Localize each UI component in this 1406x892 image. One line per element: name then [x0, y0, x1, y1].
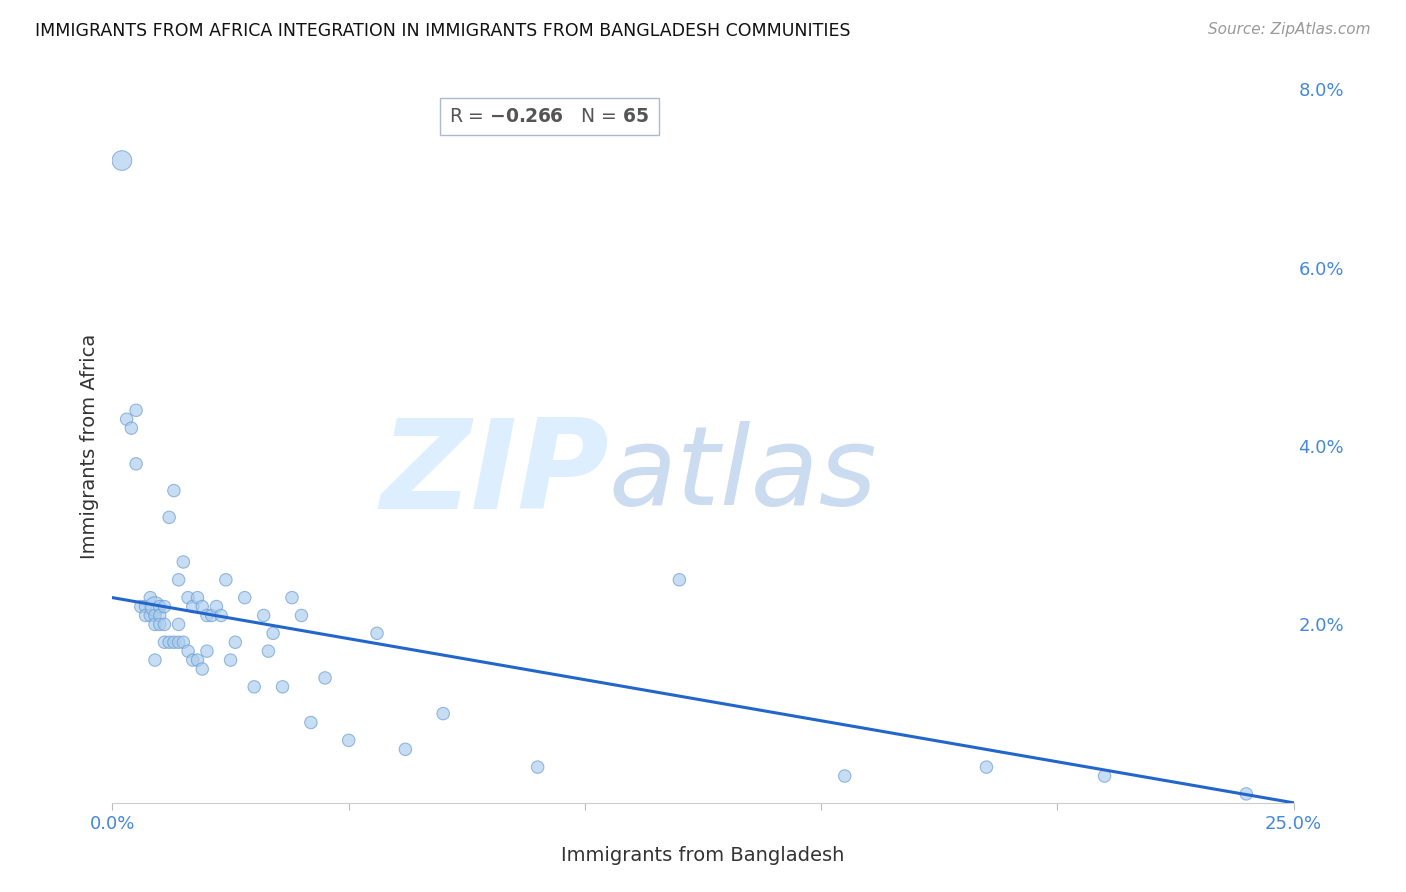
Point	[163, 635, 186, 649]
Point	[668, 573, 690, 587]
Point	[149, 608, 172, 623]
Point	[181, 599, 204, 614]
Point	[167, 635, 190, 649]
Point	[224, 635, 246, 649]
Point	[219, 653, 242, 667]
Text: ZIP: ZIP	[380, 414, 609, 535]
Point	[139, 608, 162, 623]
Point	[153, 617, 176, 632]
Point	[153, 599, 176, 614]
Text: Source: ZipAtlas.com: Source: ZipAtlas.com	[1208, 22, 1371, 37]
Point	[177, 591, 200, 605]
Point	[181, 653, 204, 667]
Point	[253, 608, 276, 623]
Point	[209, 608, 232, 623]
Point	[139, 591, 162, 605]
Point	[201, 608, 224, 623]
Point	[394, 742, 416, 756]
Text: atlas: atlas	[609, 421, 877, 528]
Text: R = $\mathbf{-0.266}$   N = $\mathbf{65}$: R = $\mathbf{-0.266}$ N = $\mathbf{65}$	[450, 107, 650, 126]
Point	[172, 555, 194, 569]
Point	[233, 591, 256, 605]
Point	[526, 760, 548, 774]
Point	[143, 653, 166, 667]
Point	[167, 573, 190, 587]
Point	[177, 644, 200, 658]
Point	[125, 403, 148, 417]
Point	[314, 671, 336, 685]
Point	[157, 635, 180, 649]
Point	[1094, 769, 1116, 783]
Point	[215, 573, 238, 587]
Point	[149, 617, 172, 632]
Point	[120, 421, 142, 435]
Point	[149, 599, 172, 614]
Point	[153, 635, 176, 649]
Y-axis label: Immigrants from Africa: Immigrants from Africa	[80, 334, 98, 558]
Point	[1234, 787, 1257, 801]
Point	[262, 626, 284, 640]
Point	[143, 617, 166, 632]
Point	[167, 617, 190, 632]
Point	[299, 715, 322, 730]
Point	[125, 457, 148, 471]
Point	[111, 153, 134, 168]
Point	[195, 608, 218, 623]
Point	[129, 599, 152, 614]
Point	[976, 760, 998, 774]
Point	[432, 706, 454, 721]
Point	[143, 608, 166, 623]
Point	[271, 680, 294, 694]
Point	[281, 591, 304, 605]
Point	[186, 653, 208, 667]
Point	[243, 680, 266, 694]
Point	[290, 608, 312, 623]
Point	[135, 608, 157, 623]
Point	[157, 510, 180, 524]
Point	[366, 626, 388, 640]
Point	[195, 644, 218, 658]
Point	[135, 599, 157, 614]
Text: IMMIGRANTS FROM AFRICA INTEGRATION IN IMMIGRANTS FROM BANGLADESH COMMUNITIES: IMMIGRANTS FROM AFRICA INTEGRATION IN IM…	[35, 22, 851, 40]
Point	[172, 635, 194, 649]
Point	[191, 662, 214, 676]
Point	[163, 483, 186, 498]
Point	[834, 769, 856, 783]
Point	[191, 599, 214, 614]
X-axis label: Immigrants from Bangladesh: Immigrants from Bangladesh	[561, 847, 845, 865]
Point	[257, 644, 280, 658]
Point	[143, 599, 166, 614]
Point	[205, 599, 228, 614]
Point	[186, 591, 208, 605]
Point	[115, 412, 138, 426]
Point	[337, 733, 360, 747]
